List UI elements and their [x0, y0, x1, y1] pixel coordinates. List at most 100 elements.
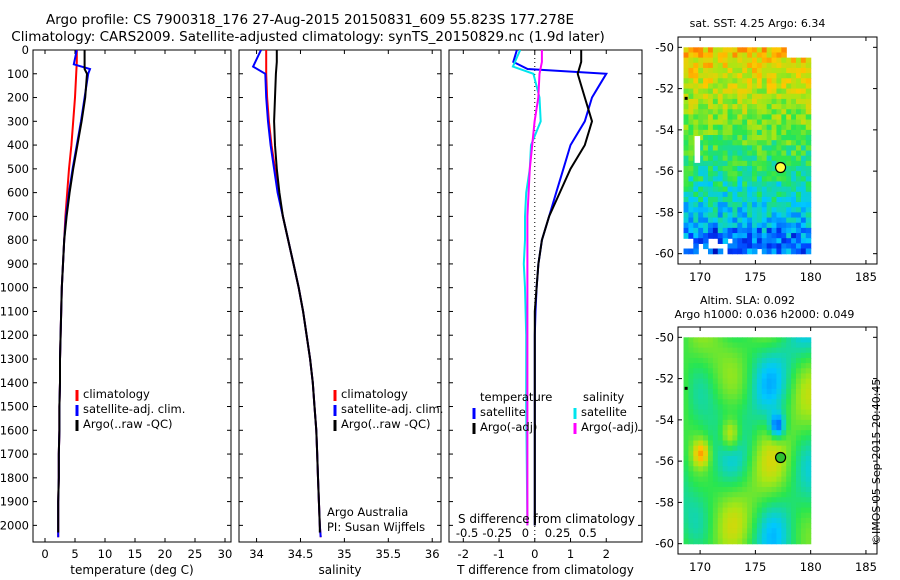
legend-label: Argo(..raw -QC) [83, 417, 173, 431]
legend-label: Argo(-adj) [480, 420, 537, 434]
map-y-tick-label: -52 [655, 372, 674, 386]
map-x-tick-label: 175 [744, 560, 766, 574]
x-tick-label: 34 [249, 547, 264, 561]
y-tick-label: 200 [7, 91, 29, 105]
x-tick-label: 0 [531, 547, 538, 561]
x-tick-label: -2 [458, 547, 469, 561]
x-tick-label: 35 [337, 547, 352, 561]
x-tick-label: 2 [603, 547, 610, 561]
series-line-s-satellite [511, 50, 542, 526]
x-axis-label: T difference from climatology [456, 563, 634, 577]
x-tick-label: 25 [188, 547, 203, 561]
timestamp: ©IMOS 05-Sep-2015 20:40:45 [870, 378, 883, 545]
heatmap-field-sla-map [683, 337, 812, 545]
x2-tick-label: 0.25 [545, 526, 571, 540]
legend-label: Argo(-adj) [581, 420, 638, 434]
y-tick-label: 900 [7, 257, 29, 271]
x-tick-label: 1 [567, 547, 574, 561]
heatmap-field-sst-map [683, 47, 812, 255]
legend-title: salinity [583, 390, 624, 404]
series-line-argo [57, 50, 89, 533]
argo-position-marker [774, 161, 787, 174]
chart-title-line1: Argo profile: CS 7900318_176 27-Aug-2015… [46, 12, 574, 28]
axes-frame-difference-profile [448, 49, 643, 543]
y-tick-label: 800 [7, 233, 29, 247]
series-line-argo [273, 50, 321, 533]
series-line-s-argo-adj- [526, 50, 543, 526]
legend-label: Argo(..raw -QC) [341, 417, 431, 431]
x-tick-label: 15 [128, 547, 143, 561]
y-tick-label: 1200 [0, 328, 29, 342]
x2-tick-label: 0.5 [579, 526, 597, 540]
legend-label: satellite [581, 405, 627, 419]
map-frame-sla-map [677, 326, 878, 555]
x-tick-label: 10 [98, 547, 113, 561]
map-y-tick-label: -50 [655, 330, 674, 344]
y-tick-label: 1700 [0, 447, 29, 461]
annotation-text: Argo Australia [327, 505, 408, 519]
map-x-tick-label: 185 [855, 560, 877, 574]
map-y-tick-label: -58 [655, 495, 674, 509]
x-tick-label: 30 [218, 547, 233, 561]
map-y-tick-label: -50 [655, 40, 674, 54]
map-x-tick-label: 180 [800, 270, 822, 284]
series-group [251, 50, 322, 538]
map-y-tick-label: -54 [655, 413, 674, 427]
y-tick-label: 1300 [0, 352, 29, 366]
axes-frame-temperature-profile [32, 49, 232, 543]
x-tick-label: 5 [71, 547, 78, 561]
y-tick-label: 700 [7, 209, 29, 223]
argo-position-marker [774, 451, 787, 464]
y-tick-label: 300 [7, 114, 29, 128]
x2-tick-label: -0.5 [456, 526, 478, 540]
y-tick-label: 1100 [0, 304, 29, 318]
x-axis-label: salinity [318, 563, 361, 577]
legend-label: satellite [480, 405, 526, 419]
map-y-tick-label: -56 [655, 164, 674, 178]
y-tick-label: 1400 [0, 376, 29, 390]
series-line-t-argo-adj- [533, 50, 594, 526]
map-x-tick-label: 170 [689, 560, 711, 574]
y-tick-label: 400 [7, 138, 29, 152]
map-x-tick-label: 170 [689, 270, 711, 284]
y-tick-label: 1800 [0, 471, 29, 485]
y-tick-label: 1900 [0, 495, 29, 509]
map-x-tick-label: 175 [744, 270, 766, 284]
x-tick-label: 34.5 [288, 547, 314, 561]
map-gap [694, 136, 701, 163]
series-group [511, 50, 609, 542]
map-x-tick-label: 185 [855, 270, 877, 284]
y-tick-label: 1500 [0, 400, 29, 414]
legend-label: climatology [83, 387, 150, 401]
legend-label: climatology [341, 387, 408, 401]
y-tick-label: 100 [7, 67, 29, 81]
x2-axis-label: S difference from climatology [458, 512, 635, 526]
x-tick-label: 20 [158, 547, 173, 561]
map-title: Altim. SLA: 0.092 [700, 294, 795, 307]
y-tick-label: 1000 [0, 281, 29, 295]
y-tick-label: 0 [22, 43, 29, 57]
x-tick-label: 35.5 [375, 547, 401, 561]
map-subtitle: Argo h1000: 0.036 h2000: 0.049 [675, 308, 855, 321]
map-small-marker [684, 96, 688, 100]
x-tick-label: -1 [493, 547, 504, 561]
map-y-tick-label: -58 [655, 205, 674, 219]
annotation-text: PI: Susan Wijffels [327, 520, 425, 534]
map-y-tick-label: -60 [655, 537, 674, 551]
map-y-tick-label: -60 [655, 247, 674, 261]
y-tick-label: 2000 [0, 518, 29, 532]
legend-label: satellite-adj. clim. [83, 402, 185, 416]
map-small-marker [684, 386, 688, 390]
legend-title: temperature [480, 390, 552, 404]
map-y-tick-label: -56 [655, 454, 674, 468]
map-title: sat. SST: 4.25 Argo: 6.34 [690, 17, 826, 30]
map-frame-sst-map [677, 36, 878, 265]
map-x-tick-label: 180 [800, 560, 822, 574]
x2-tick-label: -0.25 [482, 526, 512, 540]
x2-tick-label: 0 [522, 526, 529, 540]
y-tick-label: 1600 [0, 423, 29, 437]
y-tick-label: 600 [7, 186, 29, 200]
series-group [57, 50, 92, 538]
y-tick-label: 500 [7, 162, 29, 176]
